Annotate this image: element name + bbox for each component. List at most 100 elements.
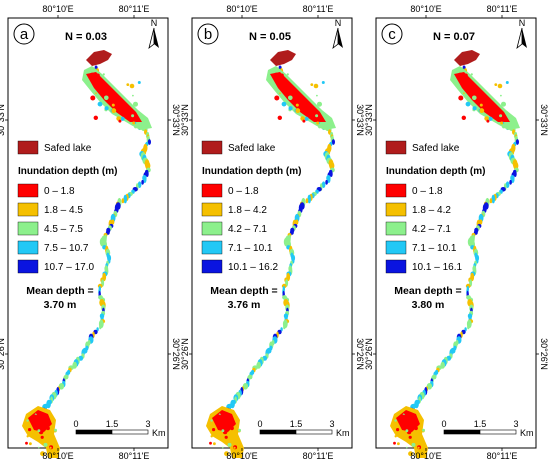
north-arrow-icon: N (332, 18, 343, 50)
river-patch (467, 324, 470, 330)
upper-flood-deep (454, 72, 510, 122)
bottom-longitude-tick: 80°11'E (303, 451, 334, 460)
river-patch (514, 171, 517, 177)
river-patch (330, 171, 333, 177)
legend-class-label: 10.1 – 16.2 (228, 262, 278, 273)
flood-cell (132, 121, 136, 125)
legend-class-label: 10.1 – 16.1 (412, 262, 462, 273)
upper-flood-deep (270, 72, 326, 122)
flood-cell (129, 83, 135, 89)
map-layer (390, 50, 520, 458)
north-arrow-icon: N (516, 18, 527, 50)
flood-cell (394, 435, 397, 438)
flood-cell (406, 446, 408, 449)
legend-class-label: 4.5 – 7.5 (44, 224, 83, 235)
safed-lake-area (270, 50, 296, 66)
river-patch (242, 383, 249, 390)
scale-bar-black (443, 429, 481, 435)
bottom-longitude-tick: 80°11'E (487, 451, 518, 460)
flood-cell (93, 115, 99, 121)
flood-cell (112, 108, 115, 111)
flood-cell (310, 83, 314, 86)
legend-class-label: 1.8 – 4.2 (412, 205, 451, 216)
river-patch (505, 181, 510, 188)
top-longitude-tick: 80°11'E (487, 4, 518, 14)
map-layer (206, 50, 336, 458)
flood-cell (279, 92, 281, 94)
flood-cell (111, 103, 115, 107)
flood-cell (286, 73, 289, 76)
flood-cell (89, 72, 95, 78)
flood-cell (317, 101, 322, 107)
river-patch (509, 179, 512, 185)
legend-class-label: 0 – 1.8 (44, 186, 75, 197)
flood-cell (401, 414, 405, 418)
panel-letter-circle (381, 23, 403, 45)
flood-cell (464, 73, 468, 78)
river-patch (321, 181, 326, 188)
bottom-longitude-tick: 80°10'E (410, 451, 441, 460)
north-arrow-half (148, 27, 155, 50)
legend-swatch-class-1 (17, 183, 39, 198)
flood-cell (315, 114, 319, 118)
flood-cell (494, 83, 498, 86)
safed-lake-area (454, 50, 480, 66)
river-patch (305, 198, 309, 204)
flood-cell (463, 92, 465, 94)
flood-cell (274, 95, 280, 101)
flood-cell (224, 451, 229, 457)
flood-cell (212, 428, 216, 432)
upper-flood-deep (86, 72, 142, 122)
scale-bar-white (111, 429, 149, 435)
legend-class-label: 10.7 – 17.0 (44, 262, 94, 273)
flood-cell (222, 446, 224, 449)
river-patch (141, 179, 144, 185)
flood-cell (40, 435, 44, 439)
flood-cell (396, 428, 400, 432)
scale-unit: Km (336, 428, 350, 438)
top-longitude-tick: 80°11'E (303, 4, 334, 14)
river-patch (307, 194, 312, 204)
legend-swatch-class-2 (17, 202, 39, 217)
flood-cell (417, 446, 420, 449)
legend-swatch-lake (17, 140, 39, 155)
flood-cell (483, 98, 487, 102)
flood-cell (104, 106, 109, 111)
flood-cell (281, 101, 287, 107)
flood-cell (46, 426, 50, 431)
legend-swatch-class-3 (385, 221, 407, 236)
mean-depth-label: Mean depth = (26, 285, 93, 297)
flood-cell (25, 441, 28, 445)
scale-unit: Km (520, 428, 534, 438)
bottom-longitude-tick: 80°11'E (119, 451, 150, 460)
legend-class-label: 0 – 1.8 (412, 186, 443, 197)
flood-cell (40, 451, 45, 457)
legend-swatch-class-5 (385, 259, 407, 274)
panel-letter: c (388, 26, 396, 43)
left-latitude-tick: 30°33'N (180, 104, 190, 136)
flood-cell (49, 446, 52, 449)
flood-cell (120, 116, 125, 121)
flood-cell (397, 442, 400, 446)
flood-cell (273, 72, 279, 78)
legend-swatch-class-1 (385, 183, 407, 198)
flood-cell (133, 101, 138, 107)
flood-cell (115, 98, 119, 102)
legend-swatch-class-5 (17, 259, 39, 274)
flood-cell (26, 419, 29, 422)
north-label: N (519, 18, 526, 28)
flood-cell (295, 103, 299, 107)
scale-tick: 0 (257, 419, 262, 429)
legend-swatch-class-3 (17, 221, 39, 236)
scale-tick: 3 (329, 419, 334, 429)
legend-lake-label: Safed lake (228, 143, 276, 154)
map-layer (22, 50, 152, 458)
flood-cell (96, 73, 100, 78)
top-longitude-tick: 80°10'E (226, 4, 257, 14)
river-patch (99, 324, 102, 330)
legend-swatch-class-2 (201, 202, 223, 217)
scale-tick: 3 (513, 419, 518, 429)
right-latitude-tick: 30°26'N (171, 338, 181, 370)
